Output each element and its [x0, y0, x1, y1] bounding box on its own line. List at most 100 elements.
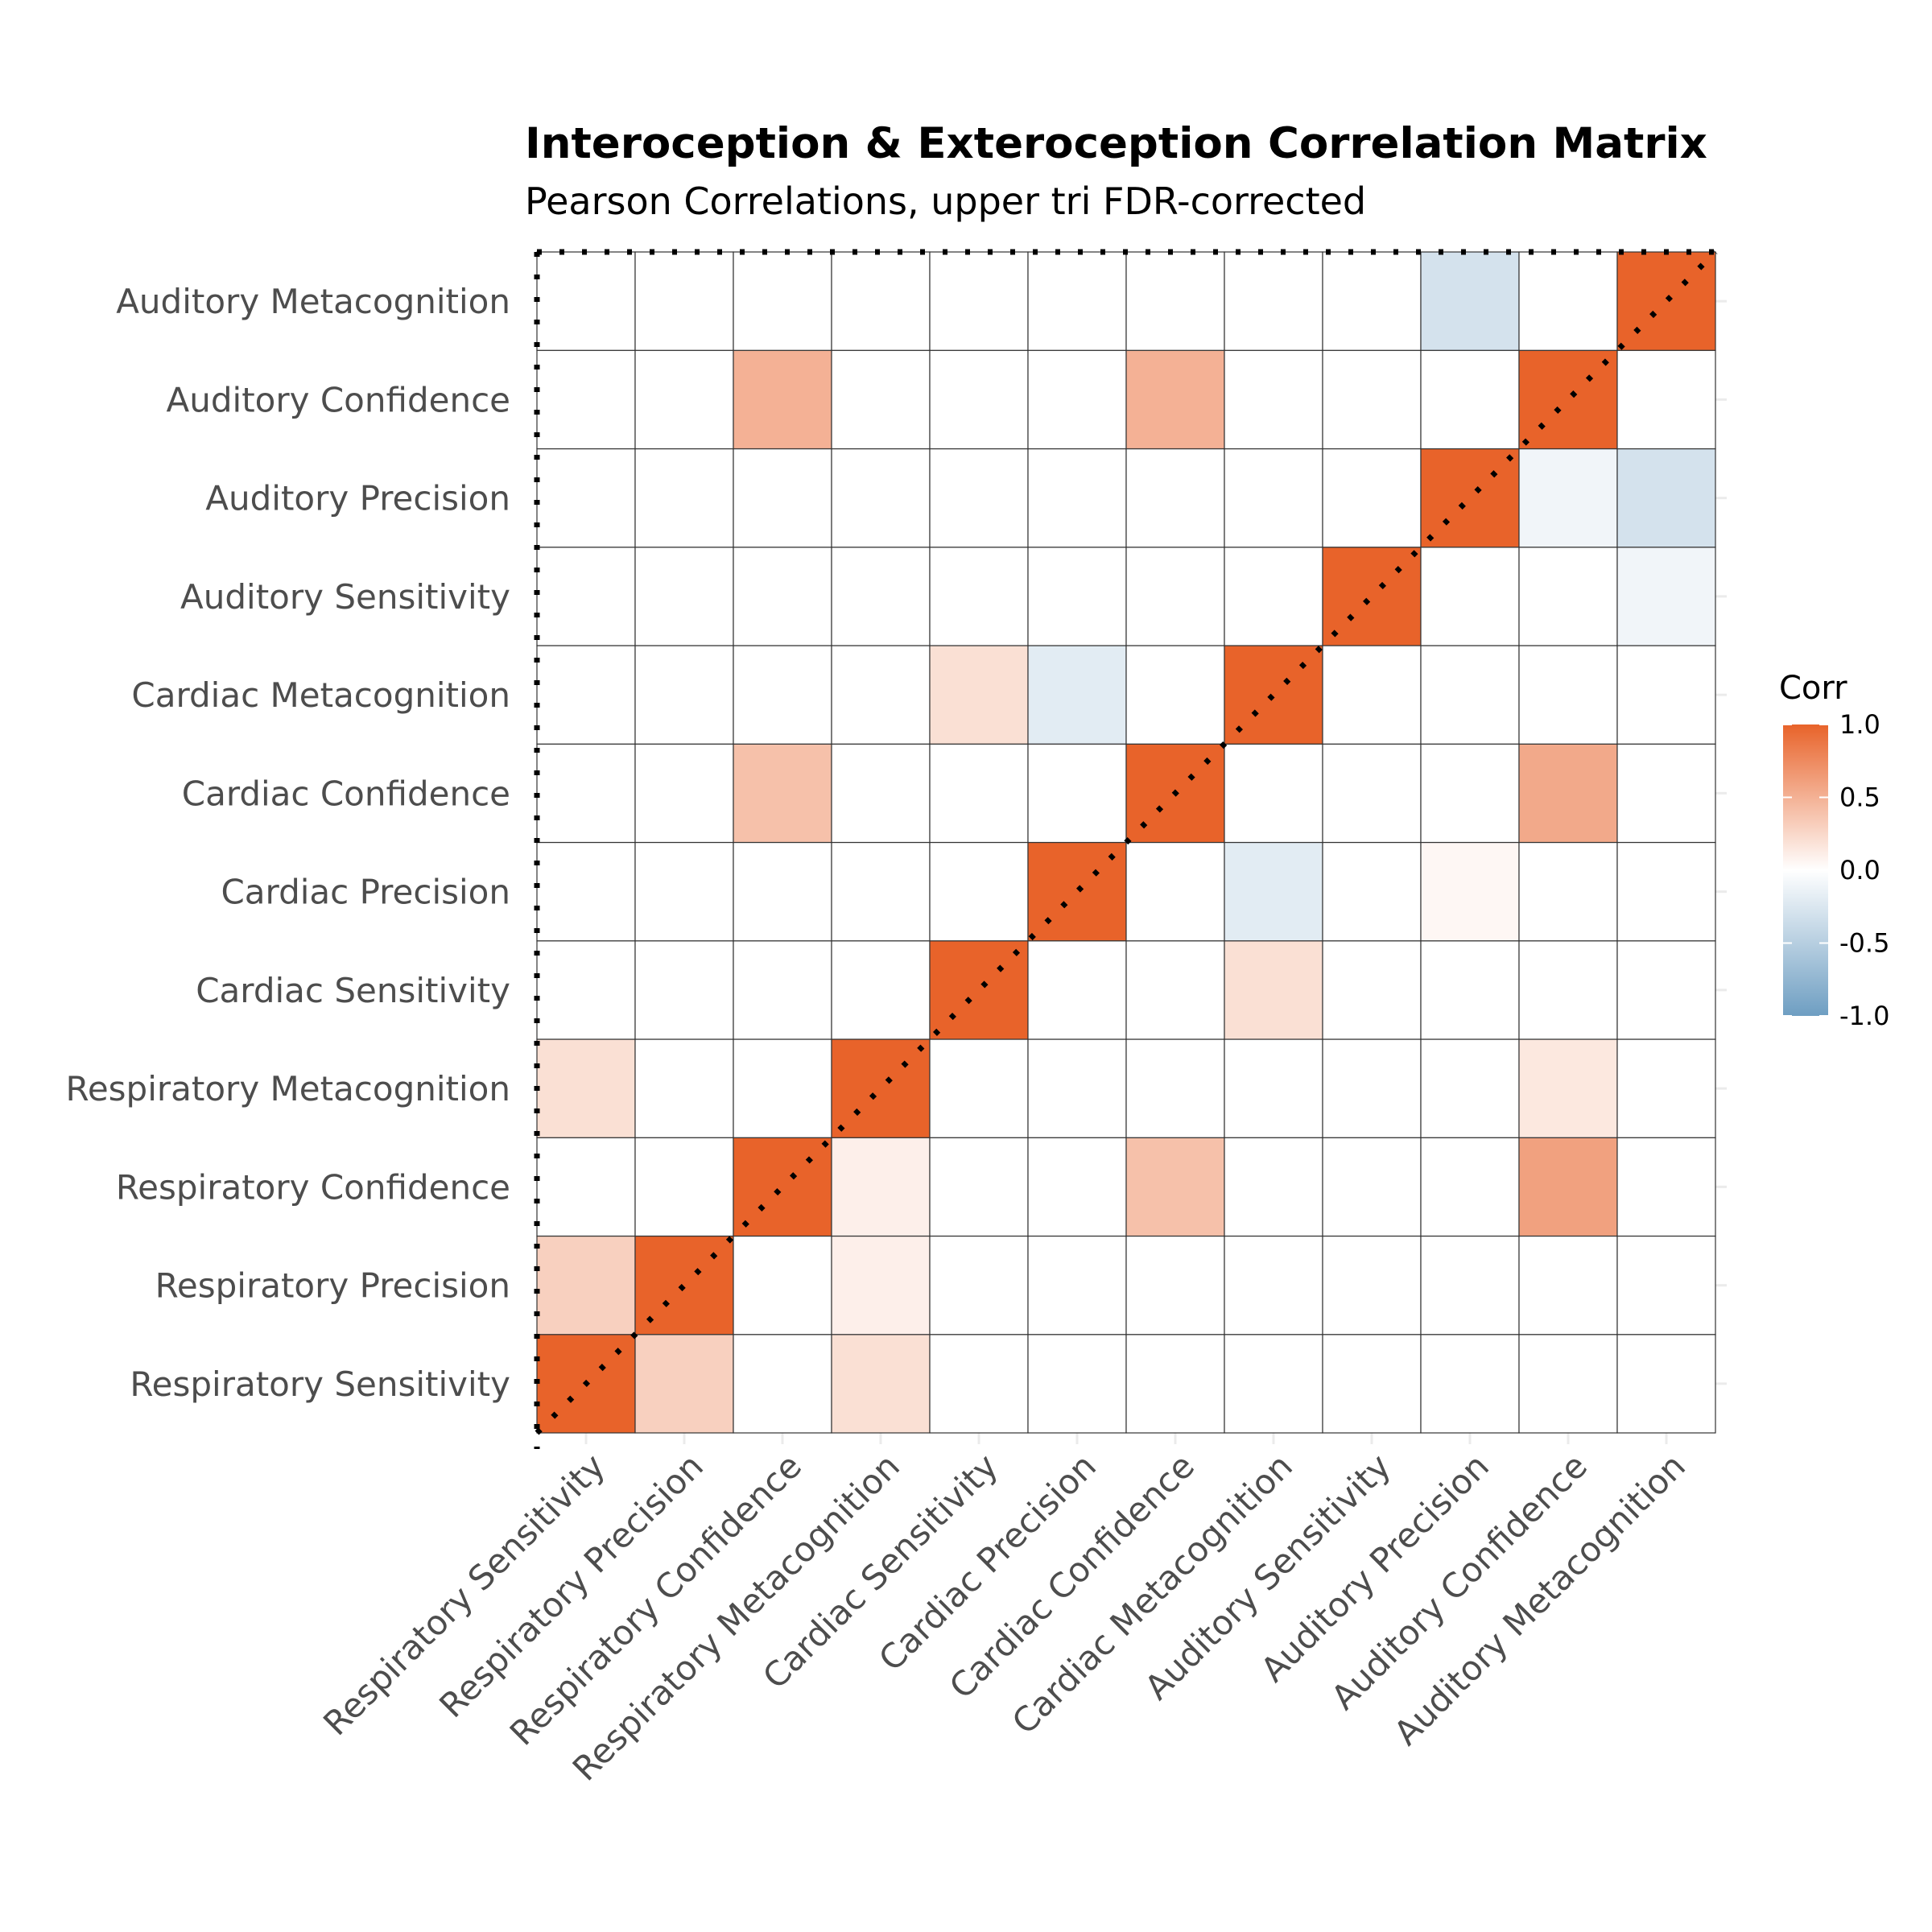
diagonal-line [535, 250, 1718, 1435]
heatmap-cell [831, 940, 931, 1040]
heatmap-cell [733, 251, 832, 351]
heatmap-cell [1420, 1235, 1520, 1335]
heatmap-cell [1027, 1334, 1127, 1434]
heatmap-cell [1027, 645, 1127, 745]
heatmap-cell [1125, 1334, 1225, 1434]
heatmap-cell [1616, 645, 1716, 745]
heatmap-cell [733, 547, 832, 646]
y-tick-label: Auditory Confidence [167, 380, 510, 419]
heatmap-cell [1420, 645, 1520, 745]
heatmap-cell [536, 251, 636, 351]
heatmap-cell [929, 645, 1029, 745]
heatmap-cell [733, 1334, 832, 1434]
heatmap-cell [1616, 448, 1716, 548]
heatmap-cell [831, 1038, 931, 1138]
heatmap-cell [634, 1137, 734, 1237]
heatmap-cell [634, 743, 734, 844]
heatmap-cell [1322, 547, 1422, 646]
heatmap-cell [1420, 743, 1520, 844]
y-tick-label: Auditory Sensitivity [180, 577, 510, 617]
y-tick-label: Cardiac Metacognition [131, 675, 510, 715]
y-tick-label: Cardiac Precision [221, 873, 510, 912]
heatmap-cell [1420, 1137, 1520, 1237]
heatmap-cell [536, 841, 636, 942]
heatmap-cell [831, 645, 931, 745]
heatmap-cell [1224, 251, 1323, 351]
heatmap-cell [1518, 251, 1618, 351]
heatmap-cell [536, 645, 636, 745]
heatmap-cell [929, 841, 1029, 942]
heatmap-cell [1420, 940, 1520, 1040]
heatmap-cell [1322, 1235, 1422, 1335]
heatmap-cell [1027, 841, 1127, 942]
heatmap-cell [536, 448, 636, 548]
heatmap-cell [1322, 251, 1422, 351]
heatmap-cell [1027, 547, 1127, 646]
heatmap-cell [733, 940, 832, 1040]
heatmap-cell [1224, 547, 1323, 646]
y-tick-label: Cardiac Confidence [182, 774, 510, 813]
legend-tick-label: 0.0 [1839, 855, 1880, 886]
y-tick-label: Auditory Precision [205, 479, 510, 518]
legend-tick-label: -1.0 [1839, 1001, 1889, 1031]
color-legend: Corr 1.0 0.5 0.0 -0.5 -1.0 [1779, 670, 1889, 1031]
heatmap-cell [733, 1235, 832, 1335]
heatmap-cell [1518, 1038, 1618, 1138]
heatmap-cell [634, 841, 734, 942]
heatmap-cell [733, 349, 832, 450]
heatmap-cell [1027, 251, 1127, 351]
heatmap-cell [1322, 1137, 1422, 1237]
heatmap-cell [1224, 1137, 1323, 1237]
heatmap-cell [1420, 547, 1520, 646]
heatmap-cell [1616, 1038, 1716, 1138]
heatmap-cell [634, 645, 734, 745]
heatmap-cell [1322, 940, 1422, 1040]
heatmap-cell [1420, 251, 1520, 351]
heatmap-cell [1322, 645, 1422, 745]
heatmap-cell [1224, 1334, 1323, 1434]
heatmap-cell [1616, 349, 1716, 450]
heatmap-cell [1616, 1334, 1716, 1434]
heatmap-cell [733, 743, 832, 844]
y-tick-label: Respiratory Confidence [116, 1167, 510, 1207]
heatmap-cell [1224, 448, 1323, 548]
heatmap-cell [1616, 1235, 1716, 1335]
heatmap-cell [1125, 1038, 1225, 1138]
heatmap-cell [1616, 1137, 1716, 1237]
heatmap-cell [1125, 349, 1225, 450]
heatmap-cell [1125, 547, 1225, 646]
heatmap-cells [534, 249, 1727, 1449]
heatmap-cell [733, 645, 832, 745]
heatmap-cell [1125, 251, 1225, 351]
heatmap-cell [1027, 743, 1127, 844]
chart-title: Interoception & Exteroception Correlatio… [525, 119, 1707, 168]
heatmap-cell [1518, 448, 1618, 548]
heatmap-cell [1224, 841, 1323, 942]
heatmap-cell [1616, 251, 1716, 351]
heatmap-cell [1420, 349, 1520, 450]
y-tick-label: Respiratory Sensitivity [130, 1364, 510, 1404]
heatmap-cell [1518, 940, 1618, 1040]
heatmap-cell [1027, 1038, 1127, 1138]
heatmap-cell [1616, 547, 1716, 646]
heatmap-cell [1027, 1235, 1127, 1335]
heatmap-cell [929, 1137, 1029, 1237]
heatmap-cell [929, 1038, 1029, 1138]
y-tick-label: Cardiac Sensitivity [196, 971, 510, 1010]
heatmap-cell [929, 547, 1029, 646]
heatmap-cell [536, 743, 636, 844]
heatmap-cell [733, 448, 832, 548]
heatmap-cell [831, 547, 931, 646]
heatmap-cell [1322, 743, 1422, 844]
heatmap-cell [1518, 1137, 1618, 1237]
heatmap-cell [1027, 448, 1127, 548]
heatmap-cell [1518, 645, 1618, 745]
heatmap-cell [1125, 1235, 1225, 1335]
legend-tick-label: 1.0 [1839, 709, 1880, 740]
heatmap-cell [536, 1137, 636, 1237]
legend-tick-label: 0.5 [1839, 782, 1880, 813]
heatmap-cell [831, 743, 931, 844]
heatmap-cell [634, 251, 734, 351]
heatmap-cell [1027, 940, 1127, 1040]
